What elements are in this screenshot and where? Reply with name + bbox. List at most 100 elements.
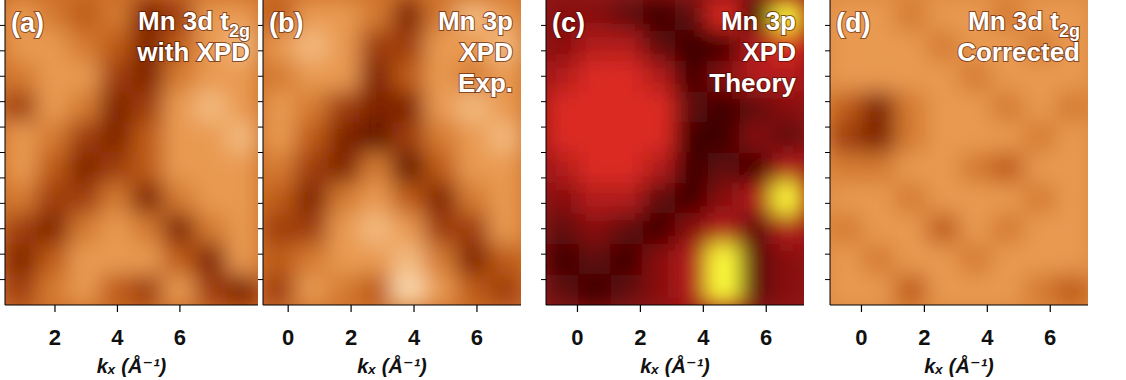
panel-label: (a) (11, 8, 44, 38)
cell (862, 244, 895, 275)
y-tick (0, 25, 5, 26)
cell (1024, 183, 1057, 214)
cell (959, 92, 992, 123)
cell (643, 153, 676, 184)
cell (37, 92, 69, 123)
cell (959, 275, 992, 306)
x-tick (54, 305, 55, 312)
cell (68, 244, 100, 275)
panel: 246kₓ (Å⁻¹)(a)Mn 3d t2gwith XPD (0, 0, 259, 377)
x-axis (830, 305, 1088, 306)
y-tick (541, 76, 546, 77)
cell (772, 244, 804, 275)
x-tick (924, 305, 925, 312)
cell (37, 153, 69, 184)
cell (424, 92, 457, 123)
x-label: kₓ (Å⁻¹) (924, 354, 994, 377)
x-tick (413, 305, 414, 312)
cell (37, 275, 69, 306)
cell (643, 122, 676, 153)
cell (68, 61, 100, 92)
cell (295, 214, 328, 245)
x-tick (640, 305, 641, 312)
cell (328, 153, 361, 184)
title-part: Mn 3d t (138, 6, 229, 36)
cell (611, 92, 644, 123)
y-tick (0, 203, 5, 204)
cell (328, 122, 361, 153)
cell (163, 92, 195, 123)
cell (68, 153, 100, 184)
cell (830, 214, 863, 245)
cell (392, 61, 425, 92)
cell (927, 31, 960, 62)
cell (1056, 244, 1088, 275)
figure: 246kₓ (Å⁻¹)(a)Mn 3d t2gwith XPD0246kₓ (Å… (0, 0, 1126, 380)
cell (68, 122, 100, 153)
x-tick-label: 4 (981, 325, 994, 350)
x-tick (987, 305, 988, 312)
cell (226, 244, 258, 275)
panel: 0246kₓ (Å⁻¹)(c)Mn 3pXPDTheory (541, 0, 805, 377)
y-tick (541, 152, 546, 153)
cell (132, 153, 164, 184)
cell (226, 214, 258, 245)
cell (959, 214, 992, 245)
cell (68, 183, 100, 214)
cell (991, 92, 1024, 123)
cell (862, 61, 895, 92)
cell (991, 244, 1024, 275)
plot-area (830, 0, 1088, 305)
cell (927, 183, 960, 214)
cell (611, 244, 644, 275)
y-tick (541, 228, 546, 229)
cell (392, 92, 425, 123)
y-tick (825, 177, 830, 178)
cell (360, 153, 393, 184)
x-axis (546, 305, 804, 306)
y-tick (541, 50, 546, 51)
plot-area (5, 0, 258, 305)
cell (5, 92, 37, 123)
cell (295, 61, 328, 92)
cell (100, 122, 132, 153)
heatmap (830, 0, 1088, 305)
cell (1056, 183, 1088, 214)
cell (132, 275, 164, 306)
cell (927, 122, 960, 153)
cell (392, 183, 425, 214)
x-tick-label: 0 (571, 325, 583, 350)
cell (163, 122, 195, 153)
y-tick (258, 228, 263, 229)
cell (991, 275, 1024, 306)
cell (578, 214, 611, 245)
heatmap (546, 0, 804, 305)
cell (707, 122, 740, 153)
x-tick-label: 4 (697, 325, 710, 350)
panel-title: XPD (460, 37, 513, 67)
x-tick (350, 305, 351, 312)
heatmap (263, 0, 521, 305)
cell (328, 92, 361, 123)
cell (328, 31, 361, 62)
y-tick (258, 152, 263, 153)
cell (163, 275, 195, 306)
x-tick (476, 305, 477, 312)
y-tick (258, 101, 263, 102)
cell (68, 214, 100, 245)
x-tick-label: 4 (111, 325, 124, 350)
cell (360, 244, 393, 275)
y-tick (0, 101, 5, 102)
cell (1056, 275, 1088, 306)
x-tick-label: 2 (918, 325, 930, 350)
cell (675, 275, 708, 306)
cell (132, 92, 164, 123)
cell (100, 275, 132, 306)
cell (675, 153, 708, 184)
cell (489, 244, 521, 275)
cell (643, 244, 676, 275)
cell (895, 61, 928, 92)
x-tick-label: 6 (760, 325, 772, 350)
panel-label: (c) (552, 8, 585, 38)
cell (1024, 275, 1057, 306)
